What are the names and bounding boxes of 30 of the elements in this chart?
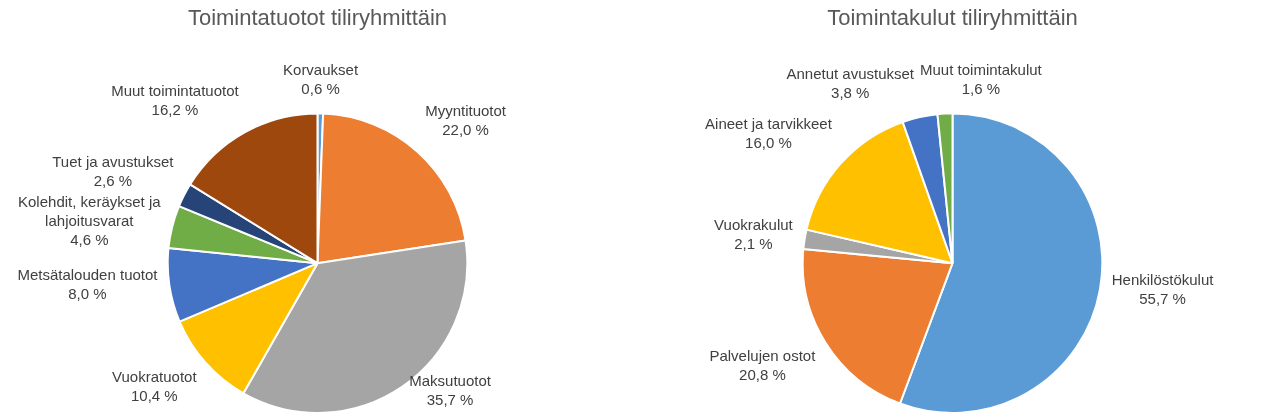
slice-label: Muut toimintatuotot: [111, 81, 240, 99]
data-label: 0,6 %: [301, 80, 340, 98]
slice-label: Muut toimintakulut: [920, 61, 1043, 79]
slice-label: Kolehdit, keräykset ja lahjoitusvarat: [18, 192, 162, 229]
data-label: 8,0 %: [68, 284, 107, 302]
slice-label: Tuet ja avustukset: [52, 152, 175, 170]
data-label: 10,4 %: [130, 387, 178, 405]
data-label: 2,6 %: [93, 171, 133, 189]
slice-label: Annetut avustukset: [786, 64, 915, 82]
data-label: 16,2 %: [151, 100, 199, 118]
data-label: 20,8 %: [739, 365, 786, 383]
data-label: 3,8 %: [831, 83, 870, 101]
data-label: 2,1 %: [734, 235, 773, 253]
chart-title: Toimintakulut tiliryhmittäin: [827, 5, 1078, 31]
slice-label: Aineet ja tarvikkeet: [705, 115, 833, 133]
data-label: 55,7 %: [1139, 289, 1186, 307]
data-label: 1,6 %: [961, 80, 1001, 98]
data-label: 4,6 %: [70, 230, 109, 248]
slice-label: Maksutuotot: [409, 371, 492, 389]
slice-label: Palvelujen ostot: [709, 346, 817, 364]
slice-label: Henkilöstökulut: [1111, 270, 1215, 288]
data-label: 22,0 %: [442, 121, 489, 139]
slice-label: Korvaukset: [283, 61, 359, 79]
chart-title: Toimintatuotot tiliryhmittäin: [187, 5, 448, 31]
slice-label: Metsätalouden tuotot: [17, 265, 159, 283]
slice-label: Myyntituotot: [425, 102, 507, 120]
slice-label: Vuokratuotot: [112, 368, 198, 386]
data-label: 35,7 %: [426, 390, 474, 408]
data-label: 16,0 %: [745, 134, 792, 152]
slice-label: Vuokrakulut: [714, 216, 794, 234]
